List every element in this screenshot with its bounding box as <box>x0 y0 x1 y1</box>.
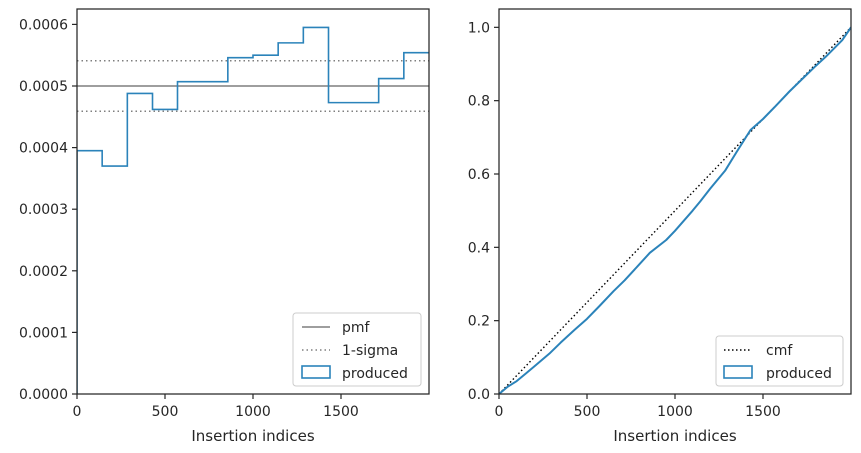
pmf-y-tick-label: 0.0006 <box>19 17 68 33</box>
cmf-y-tick-label: 0.4 <box>468 240 490 256</box>
legend-produced-swatch <box>301 365 331 379</box>
cmf-y-tick-label: 0.8 <box>468 94 490 110</box>
produced-cdf-series <box>499 26 851 394</box>
cmf-y-tick-label: 0.2 <box>468 314 490 330</box>
legend-produced-label: produced <box>766 366 832 382</box>
pmf-y-tick-label: 0.0003 <box>19 202 68 218</box>
cmf-x-tick-label: 1500 <box>745 404 781 420</box>
cmf-y-ticks: 0.0 0.2 0.4 0.6 0.8 1.0 <box>468 20 499 403</box>
cmf-x-ticks: 0 500 1000 1500 <box>495 394 781 420</box>
pmf-x-axis-label: Insertion indices <box>191 427 314 445</box>
cmf-y-tick-label: 1.0 <box>468 20 490 36</box>
cmf-legend-box <box>715 335 844 387</box>
pmf-x-tick-label: 0 <box>73 404 82 420</box>
legend-produced-swatch <box>723 365 753 379</box>
cmf-x-tick-label: 500 <box>574 404 601 420</box>
pmf-x-ticks: 0 500 1000 1500 <box>73 394 359 420</box>
pmf-x-tick-label: 1500 <box>323 404 359 420</box>
cmf-x-tick-label: 1000 <box>657 404 693 420</box>
cmf-y-tick-label: 0.6 <box>468 167 490 183</box>
cmf-chart: 0 500 1000 1500 0.0 0.2 0.4 0.6 0.8 1.0 Insertio… <box>468 8 852 445</box>
legend-1-sigma-label: 1-sigma <box>342 343 398 359</box>
pmf-y-tick-label: 0.0001 <box>19 325 68 341</box>
produced-step-line <box>77 26 429 394</box>
legend-pmf-label: pmf <box>342 320 371 336</box>
pmf-x-tick-label: 500 <box>152 404 179 420</box>
cmf-x-axis-label: Insertion indices <box>613 427 736 445</box>
pmf-legend: pmf 1-sigma produced <box>292 312 422 387</box>
cmf-line <box>499 26 851 394</box>
pmf-y-tick-label: 0.0002 <box>19 264 68 280</box>
legend-cmf-label: cmf <box>766 343 793 359</box>
legend-produced-label: produced <box>342 366 408 382</box>
pmf-chart: 0 500 1000 1500 0.00000.00010.00020.00030.0… <box>19 8 430 445</box>
produced-histogram-series <box>77 26 429 394</box>
cmf-reference-line <box>499 26 851 394</box>
pmf-reference-lines <box>77 59 429 113</box>
cmf-legend: cmf produced <box>715 335 844 387</box>
cmf-y-tick-label: 0.0 <box>468 387 490 403</box>
produced-cdf-line <box>499 26 851 394</box>
pmf-y-tick-label: 0.0004 <box>19 141 68 157</box>
pmf-y-tick-label: 0.0000 <box>19 387 68 403</box>
pmf-x-tick-label: 1000 <box>235 404 271 420</box>
pmf-y-tick-label: 0.0005 <box>19 79 68 95</box>
pmf-y-ticks: 0.0000 0.0001 0.0002 0.0003 0.0004 0.0005 0.00… <box>19 17 77 403</box>
pmf-legend-box <box>292 312 422 387</box>
cmf-x-tick-label: 0 <box>495 404 504 420</box>
